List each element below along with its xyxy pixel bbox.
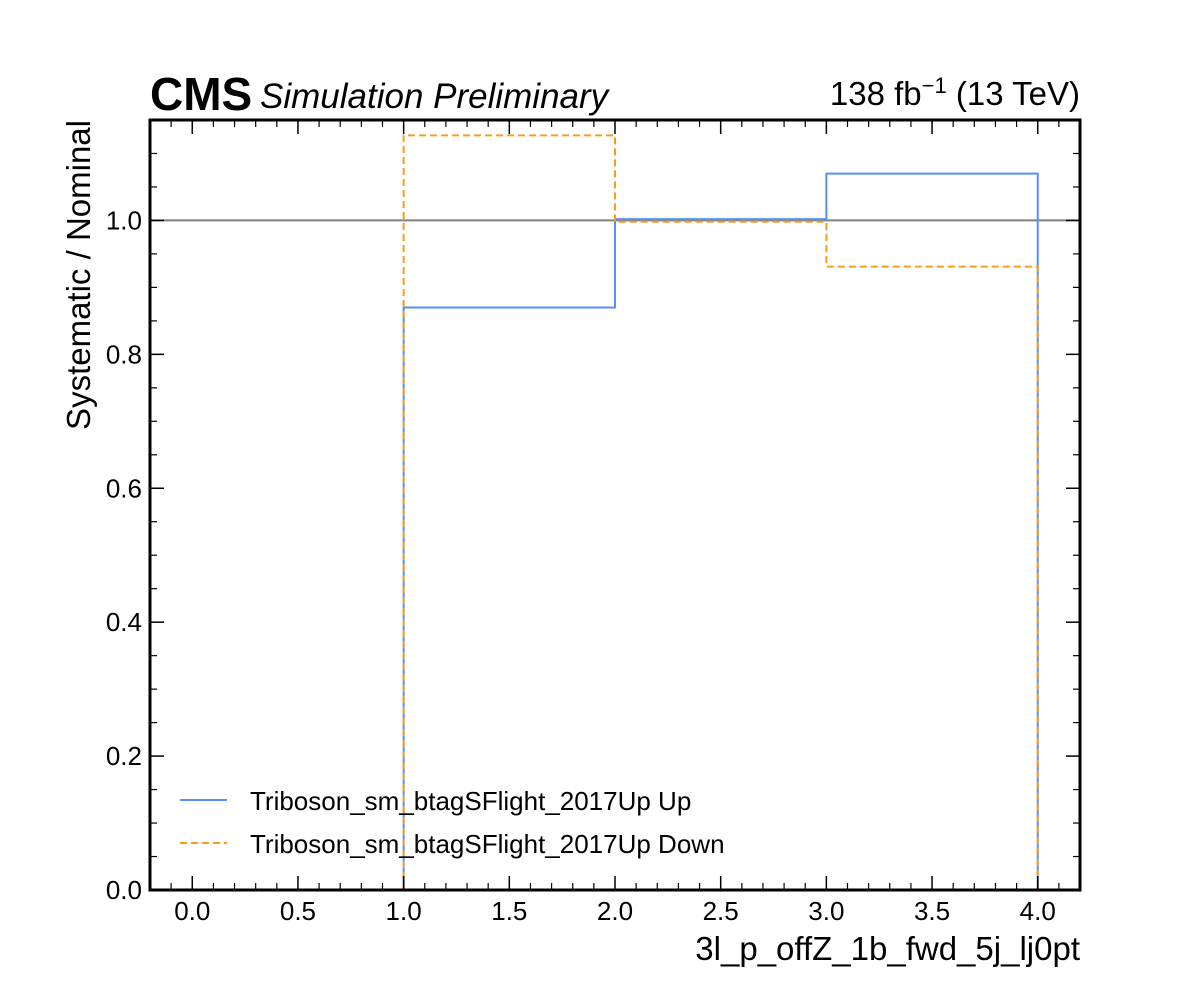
x-tick-label: 4.0 [1020,896,1056,926]
y-tick-label: 0.0 [106,875,142,905]
legend-label-down: Triboson_sm_btagSFlight_2017Up Down [250,829,725,859]
tick-labels-layer: 0.0 0.5 1.0 1.5 2.0 2.5 3.0 3.5 4.0 0.0 0.2 0.4 0.6 0… [106,205,1056,926]
series-up-line [402,172,1039,890]
y-axis-title: Systematic / Nominal [60,120,97,430]
x-tick-label: 3.5 [914,896,950,926]
x-tick-label: 2.0 [597,896,633,926]
y-tick-label: 0.8 [106,339,142,369]
plot-frame [148,118,1082,892]
luminosity-label: 138 fb−1 (13 TeV) [830,73,1080,113]
y-tick-label: 0.2 [106,741,142,771]
simulation-preliminary-label: Simulation Preliminary [260,77,611,116]
series-layer [402,134,1039,890]
x-tick-label: 3.0 [808,896,844,926]
series-down-line [402,134,1039,890]
y-tick-label: 0.4 [106,607,142,637]
x-tick-label: 2.5 [703,896,739,926]
x-tick-label: 1.0 [386,896,422,926]
y-tick-label: 1.0 [106,205,142,235]
legend: Triboson_sm_btagSFlight_2017Up Up Triboso… [180,786,725,859]
x-tick-label: 0.5 [280,896,316,926]
legend-label-up: Triboson_sm_btagSFlight_2017Up Up [250,786,691,816]
x-tick-label: 1.5 [491,896,527,926]
x-axis-title: 3l_p_offZ_1b_fwd_5j_lj0pt [695,930,1080,967]
cms-label: CMS [150,68,252,120]
y-tick-label: 0.6 [106,473,142,503]
x-tick-label: 0.0 [174,896,210,926]
